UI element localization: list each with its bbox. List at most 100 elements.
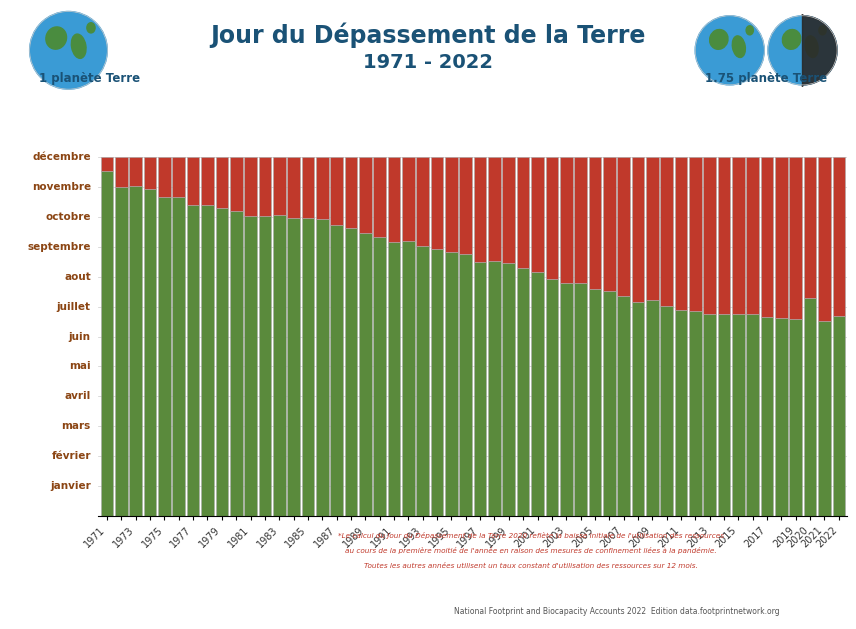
- Bar: [545, 279, 558, 516]
- Bar: [732, 157, 745, 314]
- Bar: [632, 157, 645, 302]
- Circle shape: [30, 11, 107, 89]
- Bar: [445, 252, 458, 516]
- Bar: [502, 157, 515, 264]
- Bar: [589, 289, 601, 516]
- Bar: [517, 268, 530, 516]
- Bar: [301, 157, 314, 218]
- Bar: [402, 157, 414, 241]
- Bar: [474, 157, 486, 262]
- Bar: [129, 157, 142, 186]
- Bar: [761, 157, 774, 318]
- Bar: [488, 262, 501, 516]
- Bar: [115, 187, 128, 516]
- Text: au cours de la première moitié de l'année en raison des mesures de confinement l: au cours de la première moitié de l'anné…: [345, 547, 716, 554]
- Ellipse shape: [46, 27, 67, 49]
- Bar: [115, 157, 128, 187]
- Bar: [416, 246, 429, 516]
- Bar: [603, 291, 615, 516]
- Bar: [617, 296, 630, 516]
- Bar: [316, 219, 329, 516]
- Bar: [704, 314, 716, 516]
- Bar: [560, 283, 573, 516]
- Bar: [201, 206, 214, 516]
- Bar: [589, 157, 601, 289]
- Bar: [789, 320, 802, 516]
- Bar: [316, 157, 329, 219]
- Bar: [646, 157, 658, 299]
- Bar: [172, 196, 185, 516]
- Bar: [704, 157, 716, 314]
- Polygon shape: [802, 14, 837, 87]
- Bar: [373, 157, 386, 237]
- Bar: [689, 311, 702, 516]
- Text: Jour du Dépassement de la Terre: Jour du Dépassement de la Terre: [211, 22, 645, 48]
- Bar: [818, 157, 831, 321]
- Bar: [101, 171, 113, 516]
- Text: National Footprint and Biocapacity Accounts 2022  Edition data.footprintnetwork.: National Footprint and Biocapacity Accou…: [454, 608, 779, 616]
- Ellipse shape: [819, 26, 826, 35]
- Bar: [717, 314, 730, 516]
- Bar: [689, 157, 702, 311]
- Bar: [230, 211, 242, 516]
- Bar: [574, 283, 587, 516]
- Bar: [345, 228, 357, 516]
- Bar: [144, 157, 157, 189]
- Bar: [761, 318, 774, 516]
- Bar: [288, 218, 300, 516]
- Bar: [833, 157, 845, 316]
- Ellipse shape: [710, 30, 728, 49]
- Bar: [216, 157, 229, 208]
- Bar: [574, 157, 587, 283]
- Circle shape: [768, 16, 837, 85]
- Ellipse shape: [71, 34, 86, 58]
- Bar: [101, 157, 113, 171]
- Text: 1 planète Terre: 1 planète Terre: [39, 72, 140, 85]
- Bar: [402, 241, 414, 516]
- Bar: [158, 196, 170, 516]
- Ellipse shape: [782, 30, 801, 49]
- Bar: [804, 298, 817, 516]
- Bar: [532, 157, 544, 272]
- Bar: [129, 186, 142, 516]
- Bar: [833, 316, 845, 516]
- Bar: [259, 216, 271, 516]
- Bar: [388, 157, 401, 242]
- Bar: [330, 225, 343, 516]
- Bar: [560, 157, 573, 283]
- Bar: [632, 302, 645, 516]
- Bar: [416, 157, 429, 246]
- Bar: [244, 216, 257, 516]
- Circle shape: [695, 16, 764, 85]
- Bar: [345, 157, 357, 228]
- Bar: [273, 157, 286, 215]
- Bar: [158, 157, 170, 196]
- Bar: [230, 157, 242, 211]
- Bar: [532, 272, 544, 516]
- Bar: [732, 314, 745, 516]
- Text: Toutes les autres années utilisent un taux constant d'utilisation des ressources: Toutes les autres années utilisent un ta…: [364, 563, 698, 569]
- Bar: [460, 157, 472, 255]
- Bar: [460, 255, 472, 516]
- Bar: [187, 206, 199, 516]
- Bar: [244, 157, 257, 216]
- Bar: [789, 157, 802, 320]
- Bar: [216, 208, 229, 516]
- Text: 1971 - 2022: 1971 - 2022: [363, 53, 493, 72]
- Bar: [776, 318, 788, 516]
- Bar: [388, 242, 401, 516]
- Bar: [646, 299, 658, 516]
- Bar: [502, 264, 515, 516]
- Bar: [517, 157, 530, 268]
- Bar: [259, 157, 271, 216]
- Bar: [359, 157, 372, 233]
- Ellipse shape: [746, 26, 753, 35]
- Bar: [746, 314, 759, 516]
- Bar: [172, 157, 185, 196]
- Bar: [474, 262, 486, 516]
- Bar: [431, 157, 443, 248]
- Bar: [603, 157, 615, 291]
- Bar: [717, 157, 730, 314]
- Bar: [431, 248, 443, 516]
- Bar: [359, 233, 372, 516]
